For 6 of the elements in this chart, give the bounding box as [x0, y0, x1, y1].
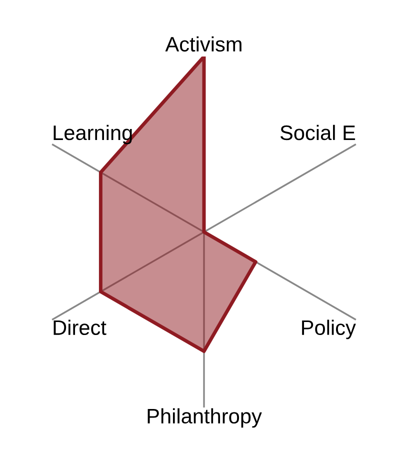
- spoke-label: Activism: [165, 36, 242, 52]
- spoke-label: Direct: [54, 320, 106, 336]
- spoke-label: Philanthropy: [148, 408, 262, 428]
- spoke-label: Policy: [302, 320, 356, 340]
- spoke-label: Learning: [54, 124, 132, 144]
- spoke-label: Social E: [280, 124, 356, 140]
